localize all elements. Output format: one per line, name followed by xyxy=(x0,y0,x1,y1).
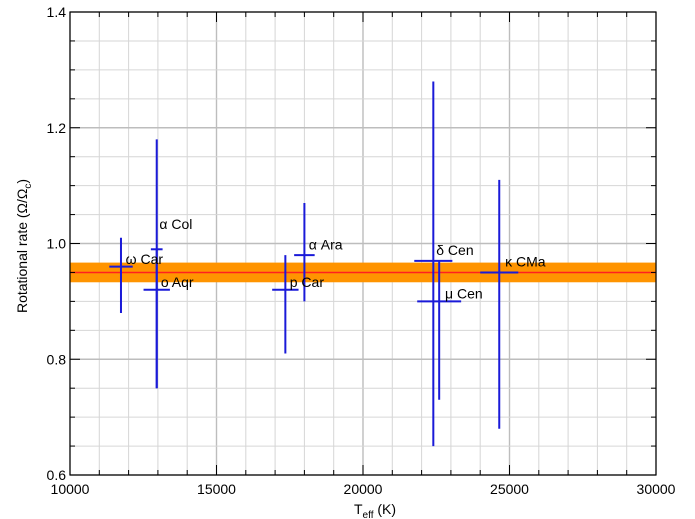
y-tick-label: 0.6 xyxy=(47,467,67,483)
data-point xyxy=(143,249,170,389)
x-axis-label: Teff (K) xyxy=(354,501,396,519)
y-axis-label: Rotational rate (Ω/Ωc) xyxy=(14,179,34,313)
point-label: α Ara xyxy=(309,236,343,252)
y-axis-label-sub: c xyxy=(23,184,34,189)
x-tick-label: 30000 xyxy=(637,481,676,497)
data-point xyxy=(417,260,462,400)
y-tick-label: 0.8 xyxy=(47,351,67,367)
data-point xyxy=(414,81,453,447)
x-tick-label: 15000 xyxy=(197,481,236,497)
x-tick-label: 20000 xyxy=(344,481,383,497)
grid xyxy=(69,11,657,476)
point-label: p Car xyxy=(290,274,325,290)
data-point xyxy=(480,179,519,429)
data-point xyxy=(294,202,315,302)
data-point xyxy=(272,255,299,354)
point-label: κ CMa xyxy=(505,254,546,270)
data-point xyxy=(109,237,133,313)
point-label: ω Car xyxy=(126,251,164,267)
axes xyxy=(69,11,657,476)
point-label: α Col xyxy=(159,216,192,232)
x-tick-label: 10000 xyxy=(51,481,90,497)
data-points xyxy=(109,81,519,447)
point-labels: ω Car α Col o Aqr p Car α Ara δ Cen μ Cen κ CMa xyxy=(126,216,546,301)
point-label: μ Cen xyxy=(445,285,483,301)
x-axis-label-sub: eff xyxy=(363,510,374,519)
mean-band xyxy=(70,262,656,283)
y-tick-label: 1.4 xyxy=(47,4,67,20)
y-tick-label: 1.2 xyxy=(47,120,67,136)
point-label: o Aqr xyxy=(161,274,194,290)
y-tick-label: 1.0 xyxy=(47,236,67,252)
point-label: δ Cen xyxy=(436,242,473,258)
tick-labels: 10000 15000 20000 25000 30000 0.6 0.8 1.0 1.2 1.4 xyxy=(47,4,676,497)
x-tick-label: 25000 xyxy=(490,481,529,497)
